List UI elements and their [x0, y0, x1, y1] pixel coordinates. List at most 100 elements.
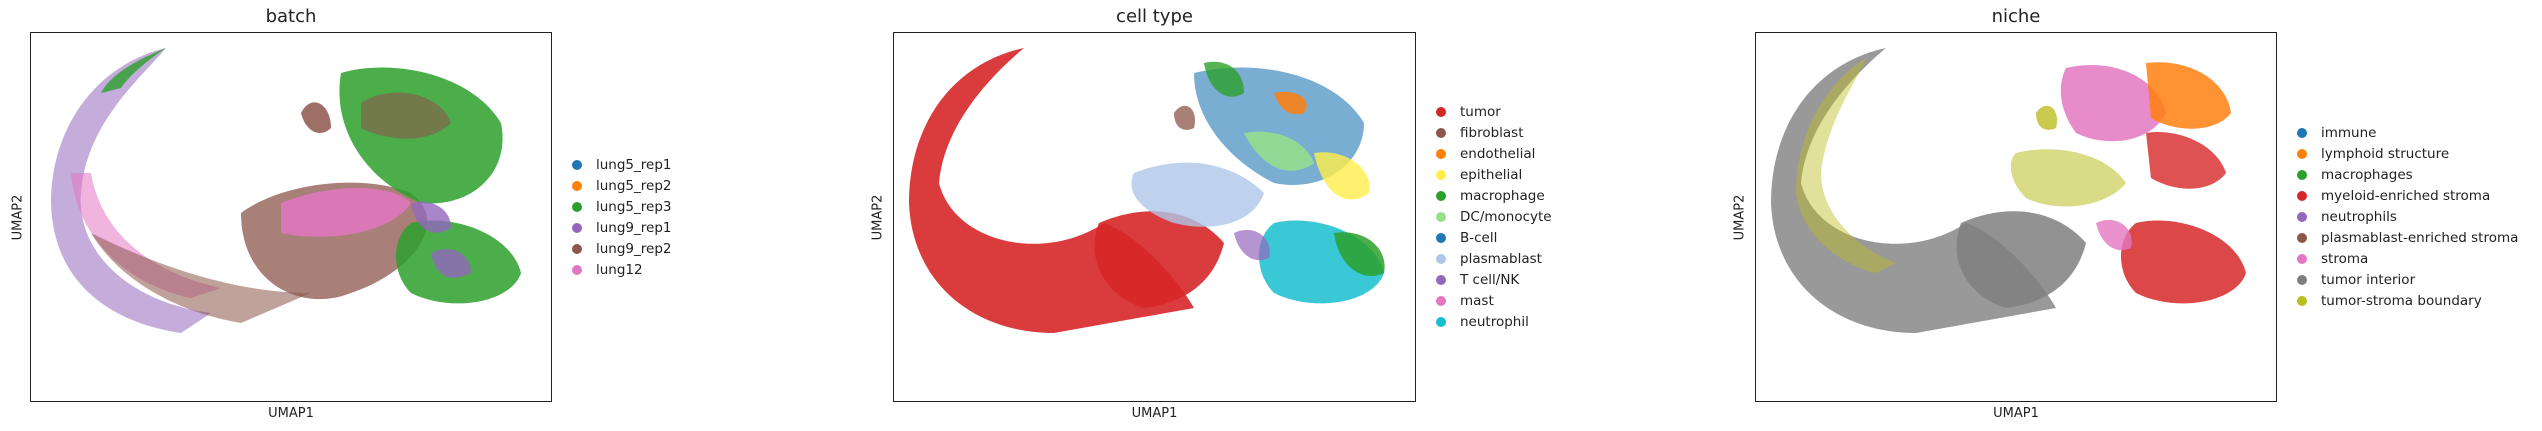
- x-axis-label: UMAP1: [268, 406, 314, 421]
- legend-marker: [572, 243, 582, 254]
- legend-item: B-cell: [1436, 227, 1552, 248]
- cluster-region: [411, 201, 451, 233]
- cluster-region: [2146, 132, 2226, 189]
- legend-label: lung5_rep1: [596, 156, 672, 173]
- legend-item: epithelial: [1436, 164, 1552, 185]
- cluster-region: [2121, 220, 2246, 304]
- legend-item: lung5_rep2: [572, 175, 672, 196]
- legend-label: neutrophil: [1460, 313, 1529, 330]
- legend-item: tumor: [1436, 101, 1552, 122]
- legend-item: lung9_rep2: [572, 238, 672, 259]
- umap-scatter-batch: [51, 48, 521, 333]
- legend-label: fibroblast: [1460, 124, 1524, 141]
- legend-label: lung12: [596, 261, 643, 278]
- legend-item: tumor interior: [2297, 269, 2518, 290]
- legend-marker: [1436, 316, 1446, 327]
- legend-item: immune: [2297, 122, 2518, 143]
- legend-marker: [1436, 274, 1446, 285]
- cluster-region: [1234, 229, 1270, 261]
- cluster-region: [2060, 65, 2166, 142]
- umap-scatter-niche: [1771, 48, 2246, 333]
- cluster-region: [301, 102, 331, 133]
- x-axis-label: UMAP1: [1131, 406, 1178, 421]
- legend-item: plasmablast: [1436, 248, 1552, 269]
- legend-label: T cell/NK: [1460, 271, 1520, 288]
- legend-label: stroma: [2321, 250, 2369, 267]
- legend-marker: [572, 264, 582, 275]
- y-axis-label: UMAP2: [870, 194, 886, 241]
- legend-marker: [1436, 232, 1446, 243]
- umap-plot-cell-type: [893, 32, 1416, 402]
- point-cloud: [1771, 48, 2246, 333]
- legend-label: lung5_rep3: [596, 198, 672, 215]
- cluster-region: [431, 249, 471, 278]
- legend-item: lung5_rep3: [572, 196, 672, 217]
- legend-item: plasmablast-enriched stroma: [2297, 227, 2518, 248]
- cluster-region: [2146, 62, 2231, 129]
- cluster-region: [1314, 152, 1370, 200]
- cluster-region: [1244, 131, 1314, 171]
- legend-label: endothelial: [1460, 145, 1536, 162]
- cluster-region: [91, 233, 311, 323]
- legend: lung5_rep1 lung5_rep2 lung5_rep3 lung9_r…: [572, 154, 672, 280]
- umap-plot-batch: [30, 32, 552, 402]
- legend-label: lung9_rep1: [596, 219, 672, 236]
- legend-item: stroma: [2297, 248, 2518, 269]
- cluster-region: [1131, 162, 1264, 227]
- legend-item: fibroblast: [1436, 122, 1552, 143]
- legend-label: B-cell: [1460, 229, 1498, 246]
- legend-marker: [2297, 232, 2307, 243]
- legend-item: lung12: [572, 259, 672, 280]
- legend-marker: [1436, 106, 1446, 117]
- legend-item: DC/monocyte: [1436, 206, 1552, 227]
- cluster-region: [361, 92, 451, 139]
- umap-scatter-cell-type: [909, 48, 1385, 333]
- legend-marker: [2297, 127, 2307, 138]
- legend-item: tumor-stroma boundary: [2297, 290, 2518, 311]
- cluster-region: [1174, 105, 1195, 130]
- legend: immune lymphoid structure macrophages my…: [2297, 122, 2518, 311]
- umap-plot-niche: [1755, 32, 2277, 402]
- legend-label: plasmablast-enriched stroma: [2321, 229, 2519, 246]
- legend-label: tumor interior: [2321, 271, 2416, 288]
- legend-label: mast: [1460, 292, 1494, 309]
- legend-marker: [1436, 253, 1446, 264]
- legend-item: T cell/NK: [1436, 269, 1552, 290]
- legend-marker: [1436, 211, 1446, 222]
- legend-item: macrophages: [2297, 164, 2518, 185]
- cluster-region: [1796, 58, 1896, 273]
- cluster-region: [101, 48, 166, 93]
- legend-label: immune: [2321, 124, 2377, 141]
- legend-marker: [2297, 148, 2307, 159]
- cluster-region: [1274, 91, 1307, 115]
- point-cloud: [51, 48, 521, 333]
- legend-marker: [572, 201, 582, 212]
- panel-title: batch: [265, 6, 317, 27]
- cluster-region: [2010, 149, 2126, 207]
- legend-label: myeloid-enriched stroma: [2321, 187, 2491, 204]
- legend-label: plasmablast: [1460, 250, 1542, 267]
- legend-marker: [2297, 169, 2307, 180]
- cluster-region: [1204, 61, 1244, 97]
- legend-label: lung5_rep2: [596, 177, 672, 194]
- legend-label: macrophage: [1460, 187, 1545, 204]
- legend-item: neutrophils: [2297, 206, 2518, 227]
- x-axis-label: UMAP1: [1993, 406, 2039, 421]
- legend-item: endothelial: [1436, 143, 1552, 164]
- legend-marker: [1436, 190, 1446, 201]
- legend-marker: [1436, 169, 1446, 180]
- legend-marker: [1436, 127, 1446, 138]
- legend: tumor fibroblast endothelial epithelial …: [1436, 101, 1552, 332]
- legend-label: neutrophils: [2321, 208, 2397, 225]
- legend-label: lung9_rep2: [596, 240, 672, 257]
- legend-marker: [1436, 148, 1446, 159]
- legend-marker: [1436, 295, 1446, 306]
- legend-marker: [2297, 211, 2307, 222]
- legend-item: neutrophil: [1436, 311, 1552, 332]
- legend-marker: [2297, 253, 2307, 264]
- cluster-region: [1956, 211, 2086, 308]
- legend-label: tumor-stroma boundary: [2321, 292, 2482, 309]
- panel-title: cell type: [1116, 6, 1193, 27]
- legend-marker: [572, 222, 582, 233]
- legend-label: DC/monocyte: [1460, 208, 1552, 225]
